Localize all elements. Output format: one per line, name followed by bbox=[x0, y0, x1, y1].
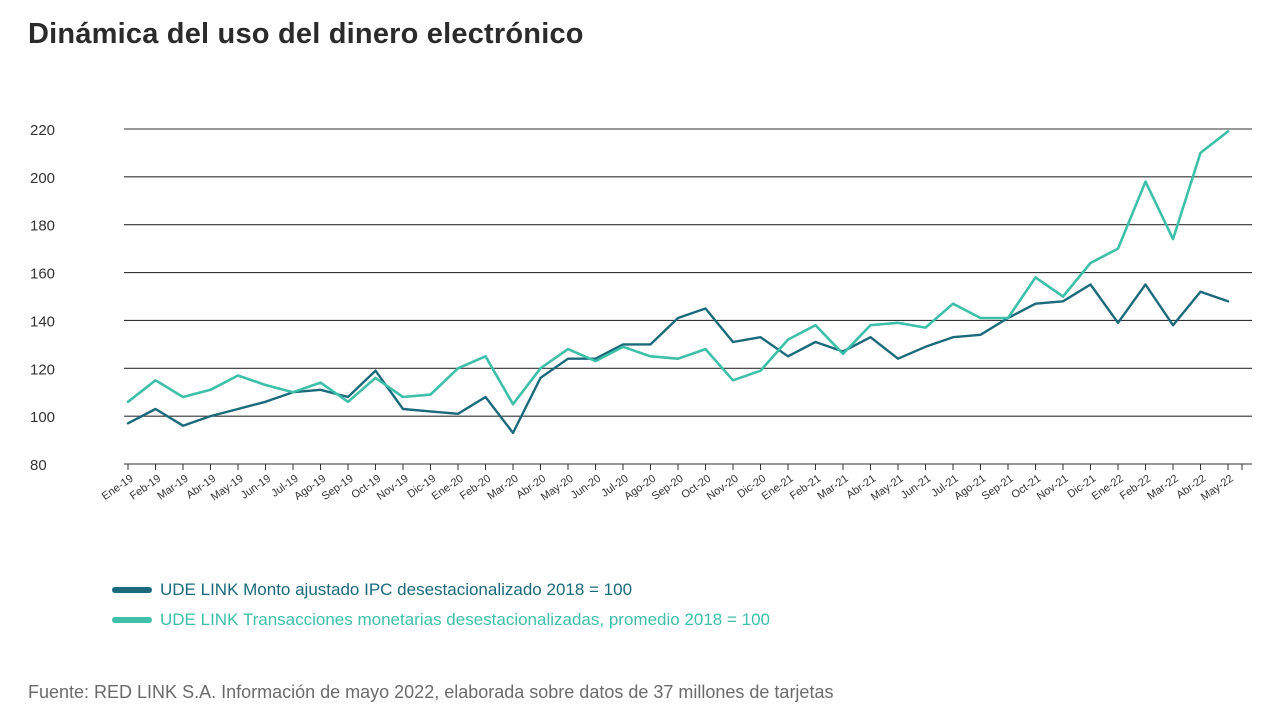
y-tick-label: 160 bbox=[30, 266, 55, 283]
y-axis-ticks: 80 100 120 140 160 180 200 220 bbox=[30, 122, 55, 474]
line-chart: 80 100 120 140 160 180 200 220 Ene-19Feb-19Mar-… bbox=[30, 122, 1252, 504]
series-lines bbox=[126, 130, 1230, 435]
y-tick-label: 220 bbox=[30, 122, 55, 139]
series-line-transacciones bbox=[126, 130, 1230, 406]
page-title: Dinámica del uso del dinero electrónico bbox=[28, 18, 584, 50]
x-tick-label: Jun-19 bbox=[239, 473, 273, 502]
source-note: Fuente: RED LINK S.A. Información de may… bbox=[28, 682, 834, 702]
y-tick-label: 100 bbox=[30, 409, 55, 426]
x-tick-label: Mar-21 bbox=[815, 473, 850, 503]
x-tick-label: Mar-19 bbox=[155, 473, 190, 503]
x-tick-label: Sep-21 bbox=[980, 473, 1016, 503]
y-tick-label: 140 bbox=[30, 313, 55, 330]
x-tick-label: Jun-20 bbox=[569, 473, 603, 502]
legend-item-transacciones: UDE LINK Transacciones monetarias desest… bbox=[112, 605, 770, 635]
x-tick-label: Nov-20 bbox=[705, 473, 741, 503]
y-tick-label: 80 bbox=[30, 457, 47, 474]
x-tick-label: Nov-21 bbox=[1035, 473, 1071, 503]
x-tick-label: Ene-20 bbox=[430, 473, 466, 503]
x-tick-label: Sep-20 bbox=[650, 473, 686, 503]
x-tick-label: Ene-21 bbox=[760, 473, 796, 503]
y-tick-label: 200 bbox=[30, 170, 55, 187]
x-tick-label: Ene-19 bbox=[100, 473, 136, 503]
legend-label-transacciones: UDE LINK Transacciones monetarias desest… bbox=[160, 610, 770, 629]
x-tick-label: Jun-21 bbox=[899, 473, 933, 502]
x-tick-label: Mar-22 bbox=[1145, 473, 1180, 503]
legend-swatch-transacciones bbox=[112, 617, 152, 623]
legend-label-monto: UDE LINK Monto ajustado IPC desestaciona… bbox=[160, 580, 633, 599]
series-line-monto bbox=[126, 283, 1230, 435]
x-tick-label: Mar-20 bbox=[485, 473, 520, 503]
legend-swatch-monto bbox=[112, 587, 152, 593]
gridlines bbox=[124, 128, 1252, 465]
x-tick-label: Nov-19 bbox=[375, 473, 411, 503]
x-tick-label: Ene-22 bbox=[1090, 473, 1126, 503]
x-tick-label: Sep-19 bbox=[320, 473, 356, 503]
y-tick-label: 180 bbox=[30, 218, 55, 235]
x-axis: Ene-19Feb-19Mar-19Abr-19May-19Jun-19Jul-… bbox=[100, 464, 1243, 504]
legend-item-monto: UDE LINK Monto ajustado IPC desestaciona… bbox=[112, 575, 770, 605]
legend: UDE LINK Monto ajustado IPC desestaciona… bbox=[112, 575, 770, 635]
y-tick-label: 120 bbox=[30, 361, 55, 378]
